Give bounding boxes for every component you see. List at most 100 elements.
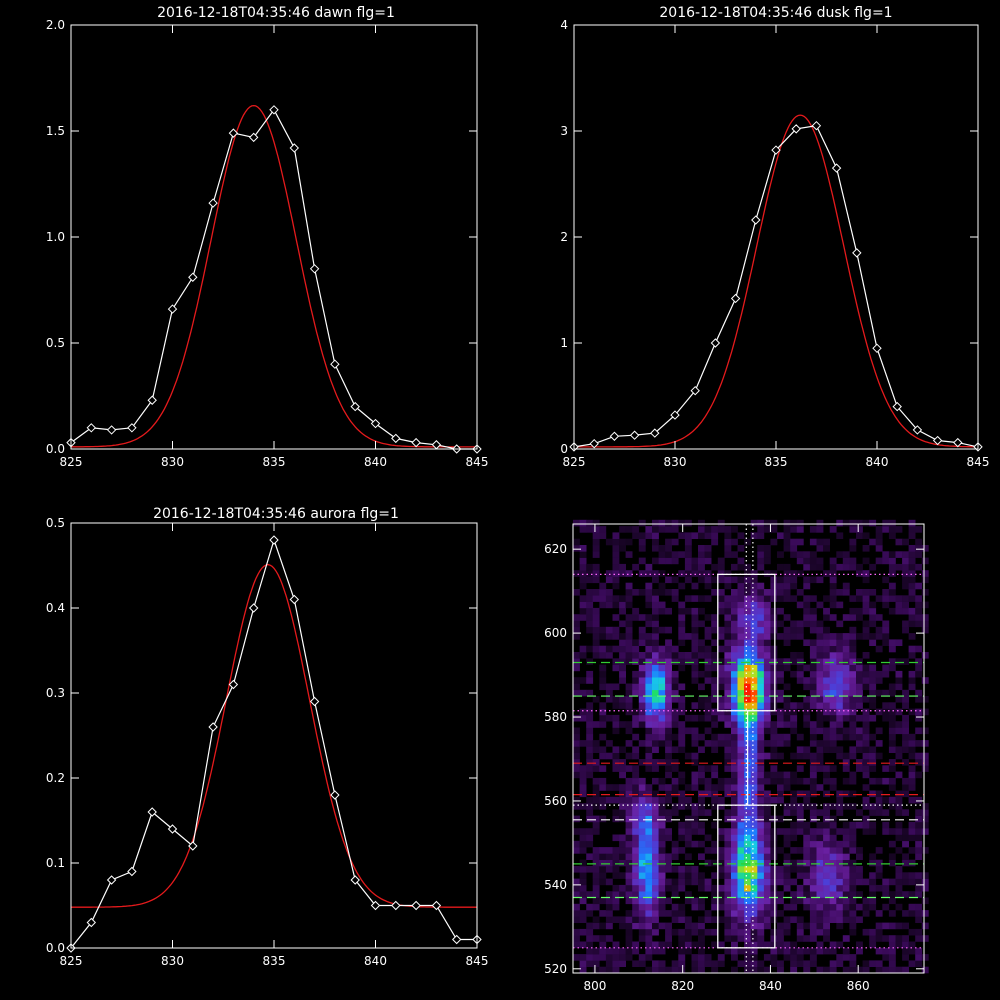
heatmap-cell [816, 746, 824, 753]
heatmap-cell [691, 828, 699, 835]
heatmap-cell [704, 633, 712, 640]
heatmap-cell [737, 633, 745, 640]
heatmap-cell [803, 922, 811, 930]
heatmap-cell [803, 601, 811, 609]
heatmap-cell [671, 803, 679, 810]
heatmap-cell [869, 664, 877, 672]
heatmap-cell [638, 859, 646, 867]
heatmap-cell [836, 664, 844, 672]
x-tick-label: 840 [866, 455, 889, 469]
heatmap-cell [724, 551, 732, 558]
heatmap-cell [632, 897, 640, 905]
heatmap-cell [704, 664, 712, 672]
heatmap-cell [915, 708, 923, 716]
heatmap-cell [882, 620, 890, 628]
heatmap-cell [678, 966, 686, 974]
heatmap-cell [809, 960, 817, 967]
heatmap-cell [684, 866, 692, 873]
heatmap-cell [678, 878, 686, 886]
heatmap-cell [757, 545, 765, 552]
heatmap-cell [619, 538, 626, 546]
heatmap-cell [770, 702, 778, 709]
heatmap-cell [856, 614, 863, 621]
heatmap-cell [638, 677, 646, 684]
heatmap-cell [744, 595, 751, 602]
heatmap-cell [757, 677, 765, 684]
data-point [690, 385, 700, 396]
heatmap-cell [652, 696, 659, 703]
heatmap-cell [698, 595, 705, 602]
heatmap-cell [882, 589, 890, 596]
heatmap-cell [612, 683, 620, 691]
heatmap-cell [704, 614, 712, 621]
heatmap-cell [849, 821, 857, 829]
heatmap-cell [836, 853, 844, 860]
heatmap-cell [599, 526, 607, 533]
heatmap-cell [605, 601, 613, 609]
heatmap-cell [573, 689, 580, 697]
heatmap-cell [625, 954, 633, 961]
heatmap-cell [908, 519, 916, 527]
heatmap-cell [599, 683, 607, 691]
heatmap-cell [711, 683, 719, 691]
heatmap-cell [586, 928, 594, 936]
heatmap-cell [684, 803, 692, 810]
heatmap-cell [698, 903, 705, 911]
heatmap-cell [586, 740, 594, 747]
heatmap-cell [724, 815, 732, 823]
heatmap-cell [770, 878, 778, 886]
heatmap-cell [796, 702, 804, 709]
heatmap-cell [836, 941, 844, 949]
heatmap-cell [612, 532, 620, 539]
dusk-profile-panel: 2016-12-18T04:35:46 dusk flg=1 825 830 835… [560, 5, 989, 469]
heatmap-cell [632, 777, 640, 785]
heatmap-cell [770, 576, 778, 584]
heatmap-cell [731, 903, 738, 911]
heatmap-cell [691, 633, 699, 640]
heatmap-cell [573, 620, 580, 628]
heatmap-cell [790, 545, 798, 552]
heatmap-cell [599, 677, 607, 684]
heatmap-cell [770, 708, 778, 716]
heatmap-cell [573, 847, 580, 854]
heatmap-cell [671, 847, 679, 854]
heatmap-cell [908, 557, 916, 565]
heatmap-cell [665, 519, 672, 527]
heatmap-cell [704, 557, 712, 565]
heatmap-cell [678, 746, 686, 753]
heatmap-cell [750, 570, 758, 577]
heatmap-cell [842, 645, 850, 653]
heatmap-cell [691, 922, 699, 930]
heatmap-cell [711, 589, 719, 596]
heatmap-cell [704, 777, 712, 785]
heatmap-cell [573, 614, 580, 621]
heatmap-cell [823, 834, 830, 842]
heatmap-cell [783, 866, 791, 873]
data-point [953, 437, 963, 448]
heatmap-cell [744, 664, 751, 672]
heatmap-cell [750, 897, 758, 905]
heatmap-cell [599, 941, 607, 949]
heatmap-cell [592, 652, 600, 659]
heatmap-cell [915, 916, 923, 923]
heatmap-cell [638, 633, 646, 640]
heatmap-cell [592, 639, 600, 646]
heatmap-cell [908, 752, 916, 760]
heatmap-cell [882, 809, 890, 816]
heatmap-cell [592, 532, 600, 539]
data-point [451, 934, 462, 945]
heatmap-cell [684, 922, 692, 930]
heatmap-cell [619, 784, 626, 791]
heatmap-cell [665, 928, 672, 936]
heatmap-cell [625, 620, 633, 628]
heatmap-cell [684, 872, 692, 879]
heatmap-cell [902, 727, 909, 735]
heatmap-cell [744, 815, 751, 823]
data-point [431, 440, 442, 450]
heatmap-cell [757, 532, 765, 539]
heatmap-cell [757, 821, 765, 829]
heatmap-cell [796, 859, 804, 867]
heatmap-cell [829, 727, 837, 735]
heatmap-cell [612, 721, 620, 728]
heatmap-cell [908, 771, 916, 779]
